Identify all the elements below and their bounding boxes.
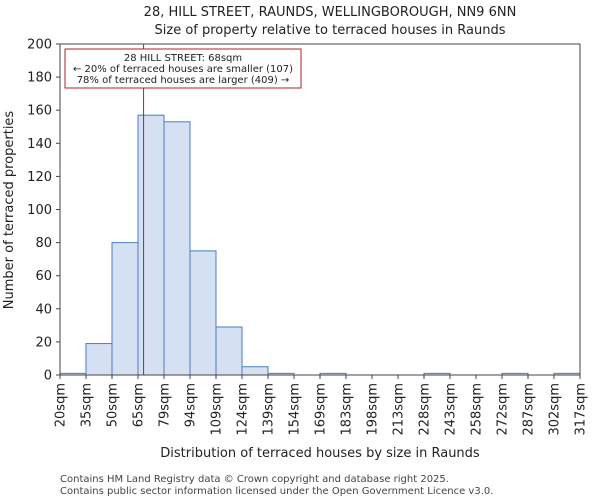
y-tick-label: 80 xyxy=(35,236,52,251)
y-axis-label: Number of terraced properties xyxy=(2,111,17,310)
x-tick-label: 213sqm xyxy=(392,383,407,436)
annotation-line-1: 28 HILL STREET: 68sqm xyxy=(124,53,242,64)
x-tick-label: 35sqm xyxy=(80,383,95,427)
histogram-bar xyxy=(137,114,165,376)
histogram-bar xyxy=(85,343,113,376)
annotation-line-2: ← 20% of terraced houses are smaller (10… xyxy=(73,64,293,75)
y-tick-label: 180 xyxy=(27,71,52,86)
x-tick-label: 287sqm xyxy=(522,383,537,436)
x-tick-label: 258sqm xyxy=(470,383,485,436)
histogram-bar xyxy=(241,366,269,376)
x-tick-label: 65sqm xyxy=(132,383,147,427)
x-tick-label: 243sqm xyxy=(444,383,459,436)
x-tick-label: 272sqm xyxy=(496,383,511,436)
x-tick-label: 183sqm xyxy=(340,383,355,436)
footer-line-2: Contains public sector information licen… xyxy=(60,486,493,497)
y-tick-label: 200 xyxy=(27,38,52,53)
annotation-line-3: 78% of terraced houses are larger (409) … xyxy=(77,75,290,86)
x-tick-label: 79sqm xyxy=(158,383,173,427)
y-tick-label: 120 xyxy=(27,170,52,185)
x-tick-label: 228sqm xyxy=(418,383,433,436)
x-tick-label: 109sqm xyxy=(210,383,225,436)
x-tick-label: 139sqm xyxy=(262,383,277,436)
y-tick-label: 60 xyxy=(35,269,52,284)
y-tick-label: 0 xyxy=(44,369,52,384)
x-tick-label: 169sqm xyxy=(314,383,329,436)
x-tick-label: 50sqm xyxy=(106,383,121,427)
y-tick-label: 20 xyxy=(35,335,52,350)
x-tick-label: 124sqm xyxy=(236,383,251,436)
y-tick-label: 160 xyxy=(27,104,52,119)
y-tick-label: 100 xyxy=(27,203,52,218)
x-tick-label: 302sqm xyxy=(548,383,563,436)
x-axis-label: Distribution of terraced houses by size … xyxy=(160,446,480,461)
annotation-box: 28 HILL STREET: 68sqm ← 20% of terraced … xyxy=(64,48,302,89)
x-tick-label: 317sqm xyxy=(574,383,589,436)
histogram-bar xyxy=(111,242,139,376)
x-tick-label: 94sqm xyxy=(184,383,199,427)
histogram-bar xyxy=(163,121,191,376)
x-tick-label: 20sqm xyxy=(54,383,69,427)
x-tick-label: 198sqm xyxy=(366,383,381,436)
chart-subtitle: Size of property relative to terraced ho… xyxy=(155,23,506,38)
y-tick-label: 40 xyxy=(35,302,52,317)
footer-line-1: Contains HM Land Registry data © Crown c… xyxy=(60,474,449,485)
histogram-bar xyxy=(215,326,243,376)
histogram-bar xyxy=(189,250,217,376)
y-tick-label: 140 xyxy=(27,137,52,152)
chart-title: 28, HILL STREET, RAUNDS, WELLINGBOROUGH,… xyxy=(144,5,517,20)
x-tick-label: 154sqm xyxy=(288,383,303,436)
